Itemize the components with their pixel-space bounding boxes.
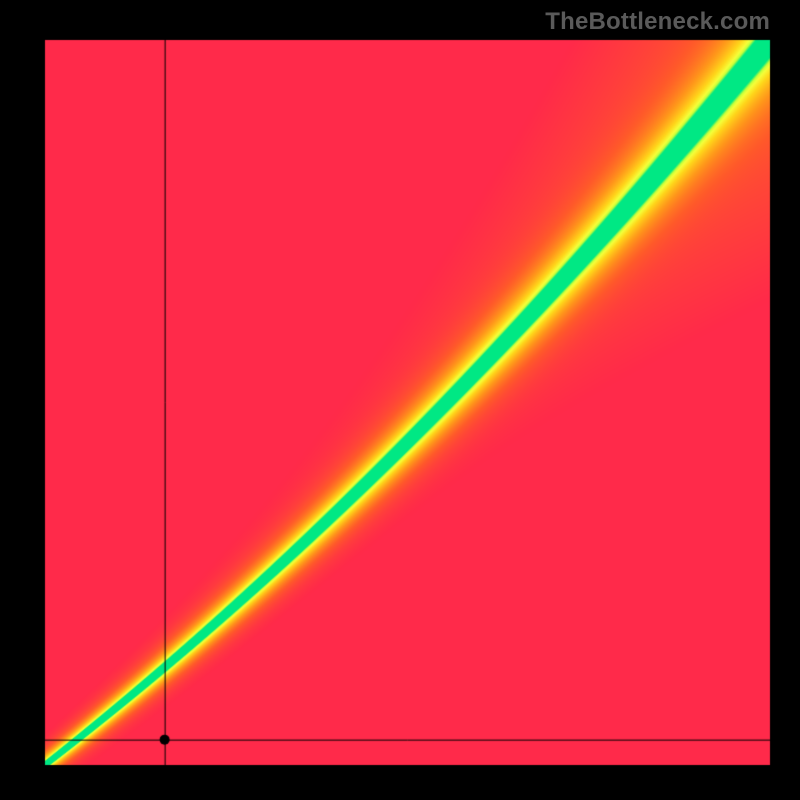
- watermark-text: TheBottleneck.com: [545, 8, 770, 36]
- bottleneck-heatmap: [0, 0, 800, 800]
